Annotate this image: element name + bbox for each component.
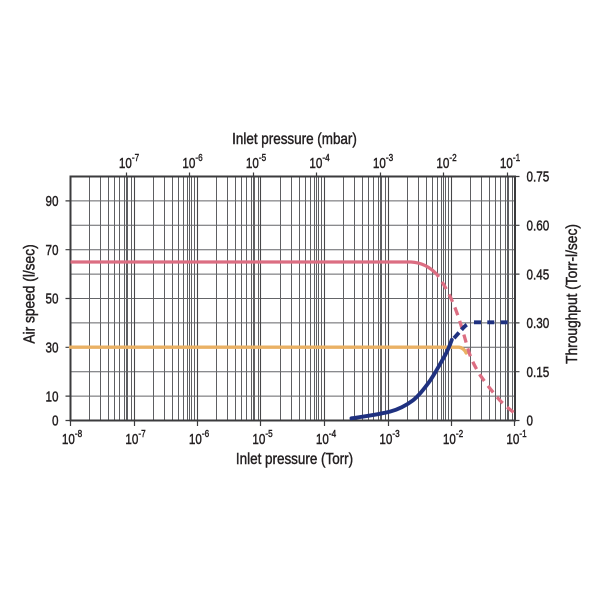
svg-text:0: 0: [527, 412, 534, 429]
svg-text:Throughput (Torr-l/sec): Throughput (Torr-l/sec): [563, 224, 581, 364]
svg-text:10-7: 10-7: [119, 151, 139, 171]
svg-text:50: 50: [45, 290, 58, 307]
svg-text:Inlet pressure (mbar): Inlet pressure (mbar): [232, 131, 357, 148]
svg-text:10-7: 10-7: [125, 427, 145, 447]
svg-text:10-3: 10-3: [373, 151, 393, 171]
svg-text:10-6: 10-6: [189, 427, 209, 447]
svg-text:90: 90: [45, 193, 58, 210]
svg-text:10-2: 10-2: [443, 427, 463, 447]
svg-text:0.45: 0.45: [527, 266, 550, 283]
svg-text:Inlet pressure (Torr): Inlet pressure (Torr): [236, 451, 353, 468]
svg-text:0.30: 0.30: [527, 315, 550, 332]
svg-text:10: 10: [45, 388, 58, 405]
svg-text:10-5: 10-5: [252, 427, 272, 447]
svg-text:10-4: 10-4: [309, 151, 329, 171]
svg-text:10-5: 10-5: [246, 151, 266, 171]
svg-text:0.75: 0.75: [527, 168, 550, 185]
svg-text:10-1: 10-1: [500, 151, 520, 171]
svg-text:0.15: 0.15: [527, 364, 550, 381]
svg-text:30: 30: [45, 339, 58, 356]
svg-text:10-8: 10-8: [62, 427, 82, 447]
svg-text:10-1: 10-1: [506, 427, 526, 447]
svg-text:10-2: 10-2: [436, 151, 456, 171]
svg-text:70: 70: [45, 242, 58, 259]
svg-text:0: 0: [52, 412, 59, 429]
svg-text:0.60: 0.60: [527, 217, 550, 234]
svg-text:10-6: 10-6: [182, 151, 202, 171]
svg-text:Air speed (l/sec): Air speed (l/sec): [21, 244, 39, 343]
svg-text:10-3: 10-3: [379, 427, 399, 447]
svg-text:10-4: 10-4: [316, 427, 336, 447]
